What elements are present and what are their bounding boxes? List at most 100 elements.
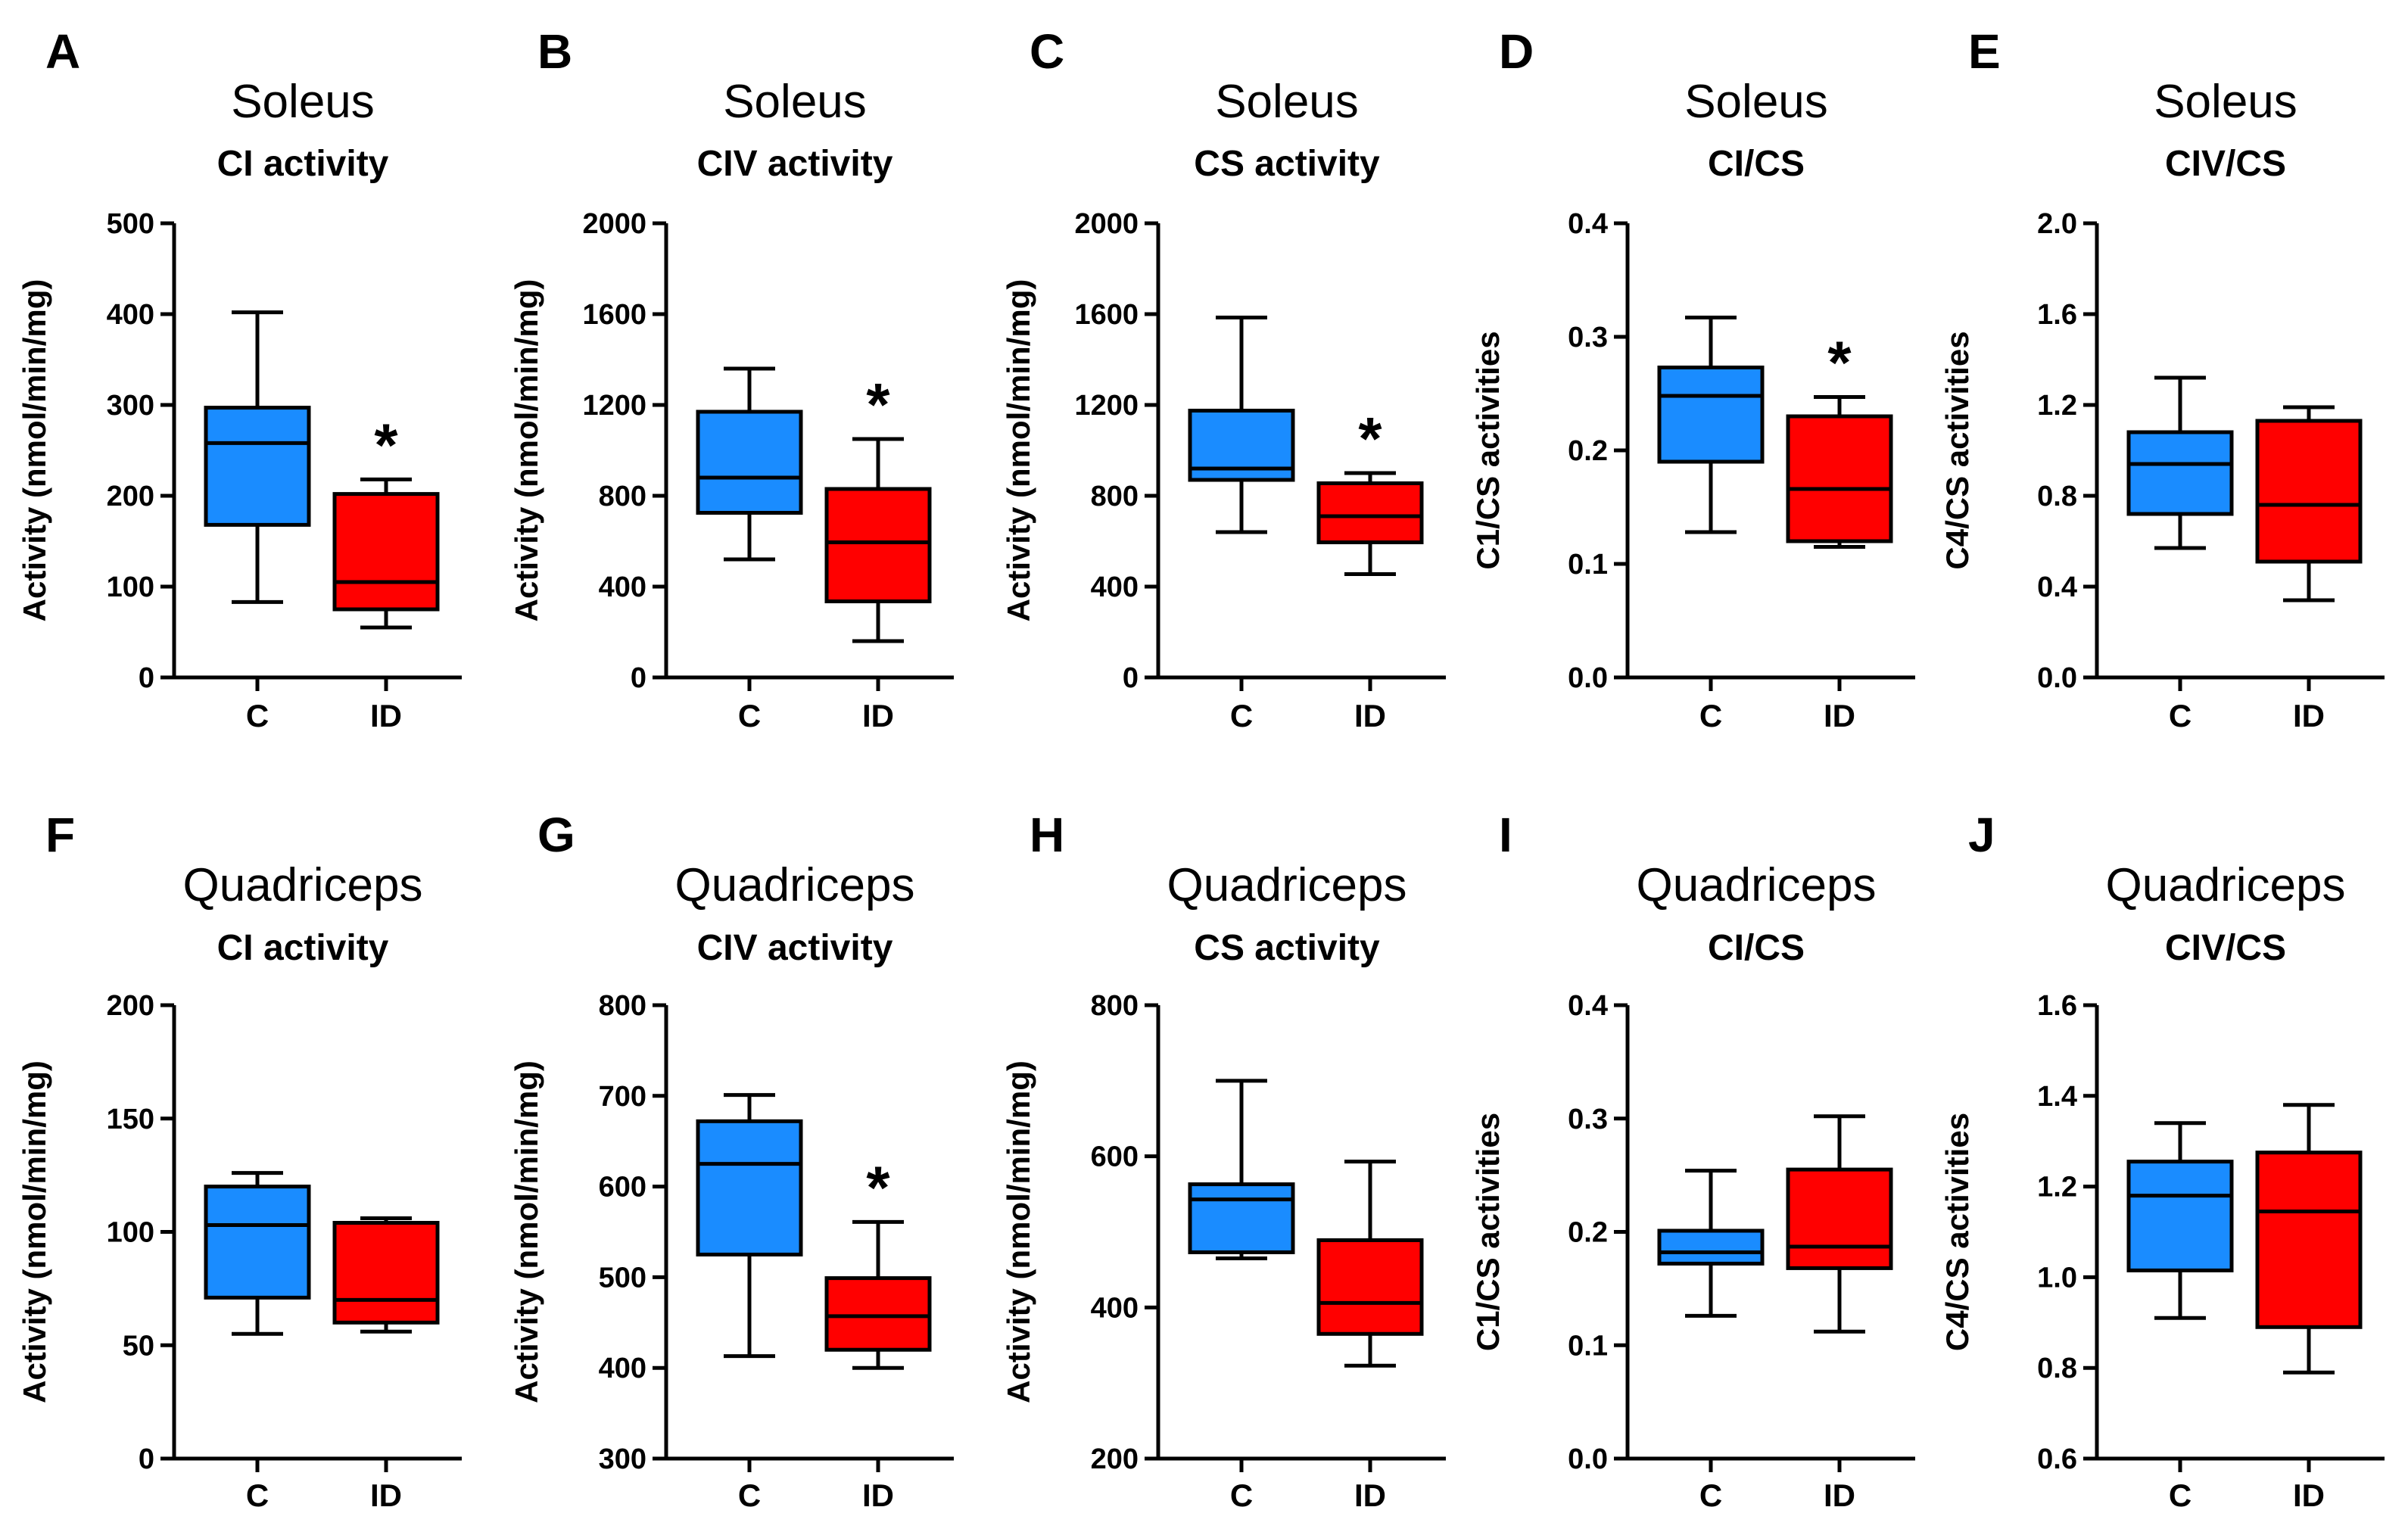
panel-j-box-id [2255, 1151, 2363, 1329]
panel-g-subtitle: CIV activity [697, 928, 893, 968]
panel-h-ylabel: Activity (nmol/min/mg) [1001, 1060, 1036, 1403]
panel-c-ytick-label: 2000 [1074, 208, 1139, 240]
panel-b-significance-id: * [866, 371, 890, 438]
panel-f-subtitle: CI activity [217, 928, 389, 968]
panel-a-category-c: C [246, 698, 269, 733]
panel-i-ytick-label: 0.0 [1568, 1443, 1608, 1475]
panel-f-ytick-label: 200 [107, 990, 154, 1022]
panel-i-ytick-label: 0.4 [1568, 990, 1608, 1022]
panel-c-box-id [1316, 481, 1424, 544]
panel-e-category-id: ID [2293, 698, 2325, 733]
panel-g-title: Quadriceps [674, 859, 914, 911]
panel-e-title: Soleus [2154, 76, 2297, 128]
panel-b-ytick-label: 1600 [582, 299, 646, 331]
panel-b-ytick-label: 0 [631, 662, 646, 694]
panel-g-category-c: C [738, 1478, 761, 1513]
panel-d-significance-id: * [1827, 329, 1852, 397]
panel-e-letter: E [1968, 24, 2001, 79]
panel-a-ytick-label: 400 [107, 299, 154, 331]
panel-h-category-c: C [1230, 1478, 1253, 1513]
panel-j-ytick-label: 0.8 [2037, 1353, 2077, 1384]
panel-e-category-c: C [2169, 698, 2191, 733]
panel-b-ytick-label: 1200 [582, 390, 646, 422]
panel-g-box-c [696, 1119, 803, 1256]
panel-d-category-c: C [1699, 698, 1722, 733]
panel-i-letter: I [1499, 808, 1512, 862]
panel-c-ytick-label: 1600 [1074, 299, 1139, 331]
panel-i-subtitle: CI/CS [1708, 928, 1805, 968]
panel-g-ylabel: Activity (nmol/min/mg) [509, 1060, 544, 1403]
panel-a-box-id [332, 492, 440, 612]
panel-b-ytick-label: 2000 [582, 208, 646, 240]
panel-g-letter: G [537, 808, 575, 862]
panel-j-category-id: ID [2293, 1478, 2325, 1513]
panel-d-box-id [1786, 414, 1893, 543]
panel-h-letter: H [1030, 808, 1064, 862]
panel-j-letter: J [1968, 808, 1995, 862]
panel-f-category-id: ID [370, 1478, 402, 1513]
panel-b-box-c [696, 409, 803, 515]
panel-d-subtitle: CI/CS [1708, 144, 1805, 184]
panel-g-ytick-label: 500 [599, 1262, 646, 1294]
panel-c-significance-id: * [1358, 405, 1382, 472]
panel-e-ytick-label: 0.8 [2037, 481, 2077, 512]
panel-h-title: Quadriceps [1167, 859, 1406, 911]
panel-b-title: Soleus [723, 76, 867, 128]
panel-i-category-c: C [1699, 1478, 1722, 1513]
panel-e-ytick-label: 1.2 [2037, 390, 2077, 422]
panel-a-ytick-label: 0 [139, 662, 154, 694]
panel-d-box-c [1657, 366, 1765, 464]
panel-d-letter: D [1499, 24, 1534, 79]
panel-i-ytick-label: 0.3 [1568, 1104, 1608, 1135]
panel-j-category-c: C [2169, 1478, 2191, 1513]
panel-i-title: Quadriceps [1636, 859, 1876, 911]
panel-d-ytick-label: 0.1 [1568, 549, 1608, 581]
panel-h-ytick-label: 800 [1091, 990, 1139, 1022]
panel-i-category-id: ID [1824, 1478, 1855, 1513]
panel-h-subtitle: CS activity [1194, 928, 1380, 968]
panel-f-title: Quadriceps [182, 859, 422, 911]
panel-d-ytick-label: 0.2 [1568, 435, 1608, 467]
panel-c-subtitle: CS activity [1194, 144, 1380, 184]
panel-c-category-id: ID [1354, 698, 1386, 733]
panel-b-box-id [824, 487, 932, 603]
panel-c-title: Soleus [1215, 76, 1359, 128]
panel-b-letter: B [537, 24, 572, 79]
panel-a-ylabel: Activity (nmol/min/mg) [17, 279, 52, 622]
panel-i-ylabel: C1/CS activities [1470, 1113, 1506, 1351]
panel-g-ytick-label: 700 [599, 1081, 646, 1113]
panel-f-ytick-label: 100 [107, 1217, 154, 1249]
panel-a-category-id: ID [370, 698, 402, 733]
panel-d-ytick-label: 0.3 [1568, 322, 1608, 353]
panel-h-ytick-label: 200 [1091, 1443, 1139, 1475]
panel-f-ytick-label: 0 [139, 1443, 154, 1475]
panel-b-ylabel: Activity (nmol/min/mg) [509, 279, 544, 622]
panel-h-box-c [1188, 1182, 1295, 1254]
panel-c-ytick-label: 400 [1091, 571, 1139, 603]
panel-d-ylabel: C1/CS activities [1470, 331, 1506, 569]
panel-c-ytick-label: 800 [1091, 481, 1139, 512]
panel-e-box-c [2126, 430, 2234, 516]
panel-a-ytick-label: 200 [107, 481, 154, 512]
panel-c-ytick-label: 1200 [1074, 390, 1139, 422]
panel-e-box-id [2255, 419, 2363, 564]
panel-f-box-c [204, 1185, 311, 1300]
panel-f-ylabel: Activity (nmol/min/mg) [17, 1060, 52, 1403]
panel-e-ylabel: C4/CS activities [1939, 331, 1975, 569]
panel-h-ytick-label: 400 [1091, 1292, 1139, 1324]
panel-f-letter: F [45, 808, 75, 862]
panel-f-category-c: C [246, 1478, 269, 1513]
panel-j-box-c [2126, 1160, 2234, 1272]
panel-d-title: Soleus [1684, 76, 1828, 128]
panel-a-significance-id: * [374, 411, 398, 478]
panel-j-subtitle: CIV/CS [2165, 928, 2286, 968]
panel-j-ytick-label: 1.4 [2037, 1081, 2077, 1113]
panel-i-box-id [1786, 1167, 1893, 1270]
panel-b-category-id: ID [862, 698, 894, 733]
panel-i-ytick-label: 0.2 [1568, 1217, 1608, 1249]
panel-b-ytick-label: 800 [599, 481, 646, 512]
panel-g-box-id [824, 1276, 932, 1352]
panel-g-ytick-label: 800 [599, 990, 646, 1022]
panel-b-subtitle: CIV activity [697, 144, 893, 184]
